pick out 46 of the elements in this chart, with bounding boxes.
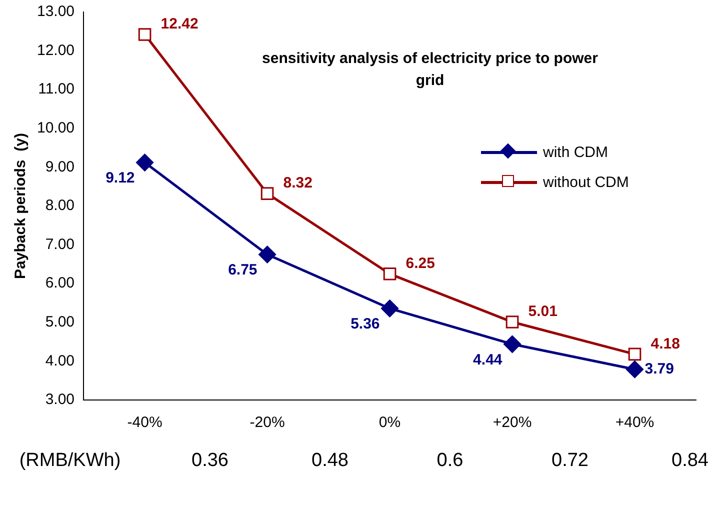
point (383, 267, 396, 280)
point (138, 28, 152, 41)
data-label: 9.12 (106, 170, 135, 187)
data-label: 5.36 (350, 316, 380, 333)
y-tick-label: 8.00 (45, 197, 75, 214)
data-label: 4.18 (650, 335, 680, 352)
x-tick-label: +40% (615, 414, 654, 432)
y-tick-label: 4.00 (45, 352, 75, 370)
data-label: 12.42 (160, 16, 198, 33)
x-tick-label: -40% (127, 414, 162, 432)
point (260, 187, 274, 200)
y-tick-label: 5.00 (45, 314, 75, 331)
point (628, 348, 642, 361)
text: 0.6 (436, 450, 464, 472)
y-tick-label: 12.00 (36, 42, 75, 59)
text: 0.36 (192, 450, 228, 472)
text: (RMB/KWh) (19, 450, 121, 472)
y-tick-label: 9.00 (45, 158, 75, 176)
legend-label: with CDM (543, 144, 608, 160)
text: 0.84 (672, 450, 708, 472)
data-label: 8.32 (283, 174, 312, 192)
data-label: 6.75 (228, 262, 258, 279)
data-label: 3.79 (644, 360, 674, 378)
point (381, 300, 399, 318)
point (626, 360, 644, 378)
x-tick-label: +20% (492, 414, 532, 432)
y-tick-label: 10.00 (36, 120, 75, 137)
text: 0.48 (312, 450, 348, 472)
data-label: 4.44 (473, 351, 503, 368)
point (506, 316, 519, 328)
text: 0.72 (552, 450, 588, 472)
y-tick-label: 7.00 (45, 236, 75, 253)
y-tick-label: 13.00 (36, 3, 75, 20)
y-tick-label: 6.00 (45, 274, 75, 292)
y-tick-label: 11.00 (38, 80, 75, 98)
data-label: 6.25 (406, 255, 435, 272)
y-tick-label: 3.00 (45, 391, 75, 408)
y-axis-title: Payback periods (y) (12, 133, 30, 279)
text: sensitivity analysis of electricity price to power grid (261, 49, 599, 91)
x-tick-label: -20% (250, 414, 285, 432)
point (504, 335, 522, 353)
point (136, 154, 154, 172)
legend-label: without CDM (543, 174, 629, 190)
x-tick-label: 0% (378, 414, 401, 432)
data-label: 5.01 (528, 303, 558, 320)
point (258, 246, 276, 264)
